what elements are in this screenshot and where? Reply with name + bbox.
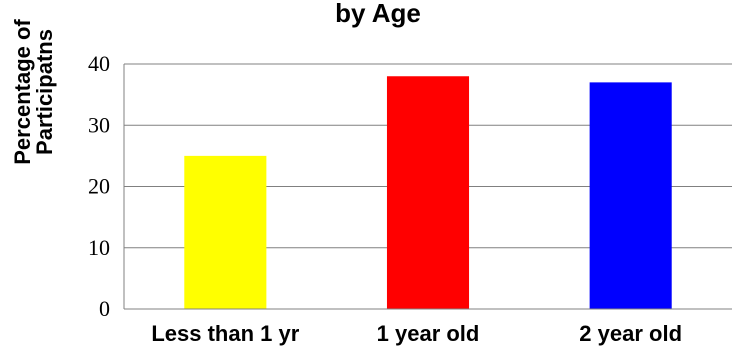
x-tick-label: 1 year old	[377, 321, 480, 346]
bars	[184, 76, 672, 309]
x-tick-label: Less than 1 yr	[151, 321, 299, 346]
y-axis-label-line-2: Participatns	[32, 29, 57, 155]
y-tick-label: 30	[88, 112, 110, 137]
bar	[589, 82, 672, 309]
y-tick-label: 20	[88, 174, 110, 199]
x-tick-labels: Less than 1 yr 1 year old 2 year old	[151, 321, 682, 346]
y-tick-label: 0	[99, 296, 110, 321]
bar	[184, 155, 267, 309]
y-axis-label: Percentage of Participatns	[10, 19, 57, 165]
y-tick-labels: 0 10 20 30 40	[88, 51, 110, 321]
y-tick-label: 10	[88, 235, 110, 260]
y-axis-label-line-1: Percentage of	[10, 19, 35, 165]
y-tick-label: 40	[88, 51, 110, 76]
bar	[386, 76, 470, 309]
chart-title: by Age	[335, 0, 421, 28]
x-tick-label: 2 year old	[579, 321, 682, 346]
